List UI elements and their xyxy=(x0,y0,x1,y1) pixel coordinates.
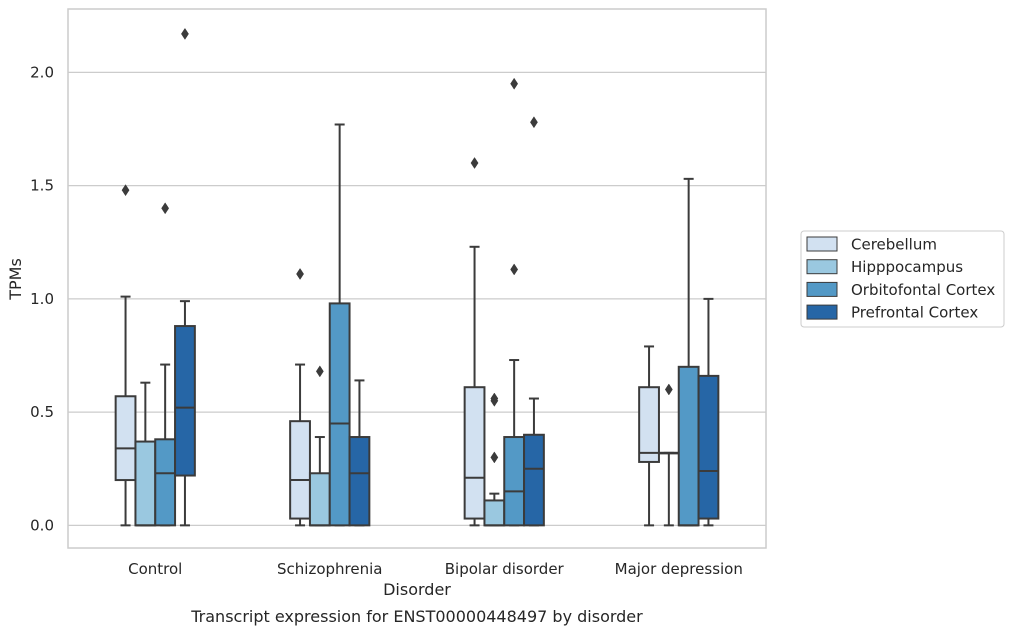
legend-swatch xyxy=(806,236,838,252)
y-tick-label: 2.0 xyxy=(30,63,54,81)
box xyxy=(328,302,351,527)
box-0-2 xyxy=(463,157,486,527)
box xyxy=(677,365,700,527)
box-3-2 xyxy=(523,116,545,527)
box-2-1 xyxy=(328,123,351,527)
flier xyxy=(181,27,189,40)
box-3-1 xyxy=(348,379,371,527)
flier xyxy=(490,392,499,405)
box-1-2 xyxy=(483,392,506,527)
y-tick-labels: 0.0 0.5 1.0 1.5 2.0 xyxy=(30,63,54,534)
flier xyxy=(470,157,479,169)
flier xyxy=(121,184,130,197)
box-0-1 xyxy=(289,268,311,527)
flier xyxy=(161,202,170,215)
legend: Cerebellum Hipppocampus Orbitofontal Corte… xyxy=(800,230,1005,328)
box-2-3 xyxy=(677,177,700,527)
legend-swatch xyxy=(806,281,838,297)
flier xyxy=(530,116,538,129)
box-2-2 xyxy=(503,77,526,527)
x-axis-label: Disorder xyxy=(383,580,451,599)
plot-frame xyxy=(67,8,767,549)
flier xyxy=(490,451,499,464)
box xyxy=(289,420,311,520)
legend-items: Cerebellum Hipppocampus Orbitofontal Corte… xyxy=(806,236,995,322)
box xyxy=(308,472,331,527)
legend-label: Prefrontal Cortex xyxy=(851,304,978,322)
x-tick-labels: Control Schizophrenia Bipolar disorder Majo… xyxy=(128,560,743,578)
legend-label: Cerebellum xyxy=(851,236,937,254)
flier xyxy=(664,383,673,396)
box-3-3 xyxy=(697,297,720,527)
box-2-0 xyxy=(154,202,177,527)
box-1-1 xyxy=(308,365,331,527)
x-tick-label: Bipolar disorder xyxy=(445,560,565,578)
box xyxy=(697,374,720,520)
chart-caption: Transcript expression for ENST0000044849… xyxy=(190,607,643,626)
y-tick-label: 1.5 xyxy=(30,177,54,195)
box xyxy=(638,386,660,463)
box xyxy=(134,440,157,527)
y-tick-label: 0.5 xyxy=(30,403,54,421)
legend-label: Hipppocampus xyxy=(851,258,963,276)
flier xyxy=(296,268,304,280)
box-layer xyxy=(114,27,720,527)
box xyxy=(174,325,196,477)
legend-label: Orbitofontal Cortex xyxy=(851,281,995,299)
x-tick-label: Schizophrenia xyxy=(277,560,382,578)
x-tick-label: Control xyxy=(128,560,182,578)
flier xyxy=(510,263,519,276)
box-0-0 xyxy=(114,184,137,527)
box xyxy=(348,436,371,527)
flier xyxy=(510,77,519,90)
x-tick-label: Major depression xyxy=(615,560,743,578)
box-1-3 xyxy=(657,383,680,527)
box-1-0 xyxy=(134,381,157,527)
y-axis-label: TPMs xyxy=(6,258,25,301)
legend-swatch xyxy=(806,259,838,275)
legend-swatch xyxy=(806,304,838,320)
box xyxy=(483,499,506,527)
legend-frame xyxy=(800,230,1005,328)
y-tick-label: 1.0 xyxy=(30,290,54,308)
box xyxy=(463,386,486,520)
box xyxy=(503,436,526,527)
flier xyxy=(315,365,324,378)
box-3-0 xyxy=(174,27,196,527)
box xyxy=(114,395,137,482)
box-0-3 xyxy=(638,345,660,527)
y-tick-label: 0.0 xyxy=(30,516,54,534)
box xyxy=(523,433,545,527)
box xyxy=(154,438,177,527)
